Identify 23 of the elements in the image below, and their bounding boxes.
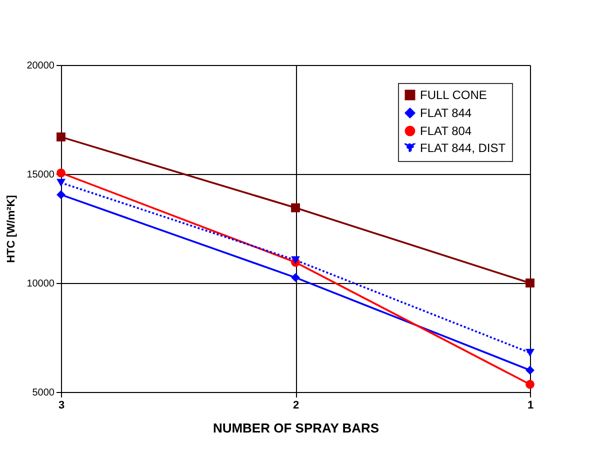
point [291,203,300,212]
point [56,132,66,142]
point [291,256,300,264]
y-tick-label: 20000 [26,60,55,72]
x-axis-title: NUMBER OF SPRAY BARS [212,420,380,436]
point [526,366,534,375]
point [526,380,534,389]
point [56,190,66,200]
y-axis-title: HTC [W/m²K] [6,194,18,263]
x-tick-label: 1 [527,400,534,412]
legend-label: FULL CONE [420,88,487,102]
y-tick-label: 10000 [26,278,55,290]
x-tick-label: 2 [292,400,300,412]
point [56,178,66,187]
point [526,348,534,357]
point [291,273,300,282]
point [526,278,534,288]
y-tick-label: 15000 [26,170,55,180]
x-tick-label: 3 [58,400,65,412]
legend-label: FLAT 844 [420,106,472,120]
legend-label: FLAT 804 [420,124,472,138]
legend-label: FLAT 844, DIST [420,141,506,155]
y-tick-label: 5000 [32,388,55,398]
